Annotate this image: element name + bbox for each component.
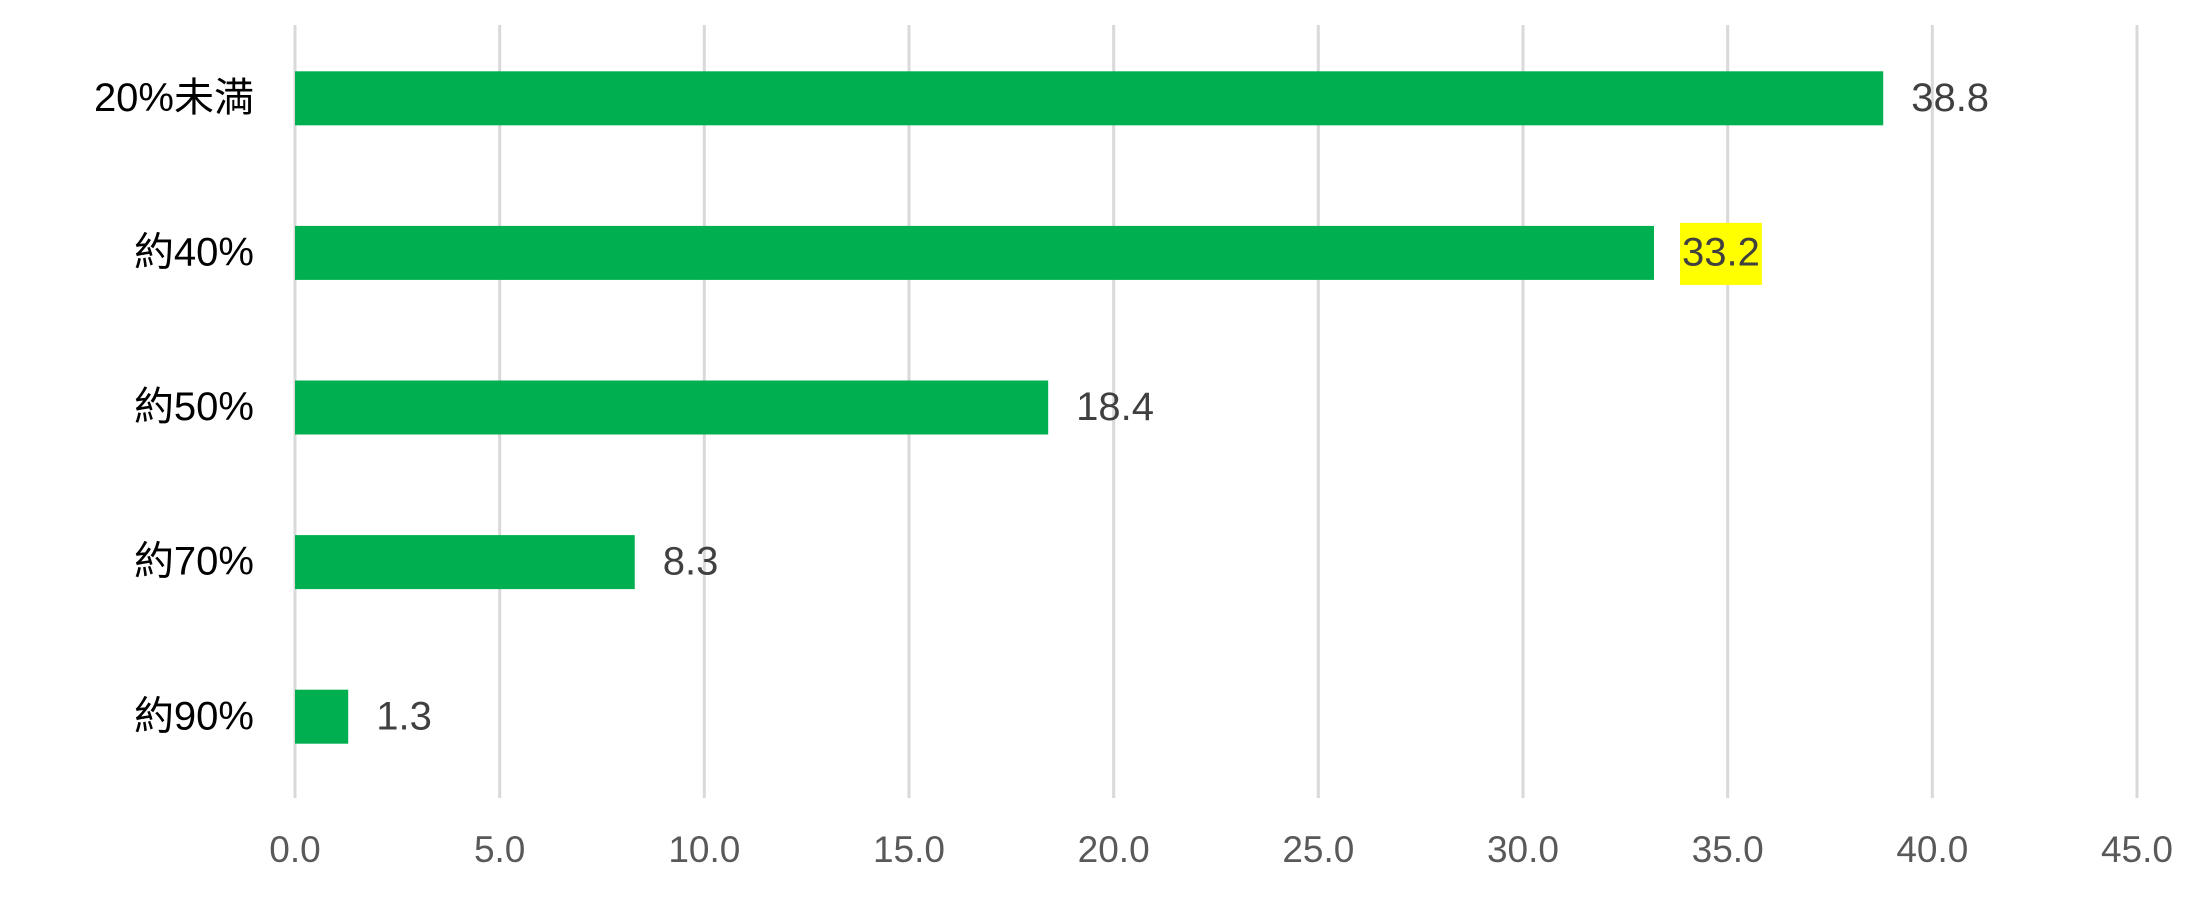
x-tick-label: 15.0 — [873, 829, 945, 870]
value-label: 1.3 — [376, 694, 432, 738]
y-tick-label: 約90% — [134, 694, 254, 738]
bar — [295, 380, 1049, 435]
bar — [295, 535, 635, 590]
x-tick-label: 35.0 — [1692, 829, 1764, 870]
bar — [295, 225, 1654, 280]
x-tick-label: 45.0 — [2101, 829, 2173, 870]
bar — [295, 71, 1884, 126]
x-tick-label: 25.0 — [1282, 829, 1354, 870]
y-tick-label: 20%未満 — [94, 76, 254, 120]
y-tick-label: 約50% — [134, 385, 254, 429]
value-label: 33.2 — [1682, 230, 1760, 274]
y-tick-label: 約40% — [134, 230, 254, 274]
x-tick-label: 40.0 — [1896, 829, 1968, 870]
y-tick-label: 約70% — [134, 540, 254, 584]
value-label-highlight — [1679, 222, 1762, 285]
x-tick-label: 30.0 — [1487, 829, 1559, 870]
value-label: 8.3 — [663, 540, 719, 584]
x-tick-label: 5.0 — [474, 829, 525, 870]
x-tick-label: 0.0 — [269, 829, 320, 870]
value-label: 18.4 — [1076, 385, 1154, 429]
x-tick-label: 10.0 — [668, 829, 740, 870]
bar — [295, 689, 349, 744]
x-tick-label: 20.0 — [1078, 829, 1150, 870]
value-label: 38.8 — [1911, 76, 1989, 120]
